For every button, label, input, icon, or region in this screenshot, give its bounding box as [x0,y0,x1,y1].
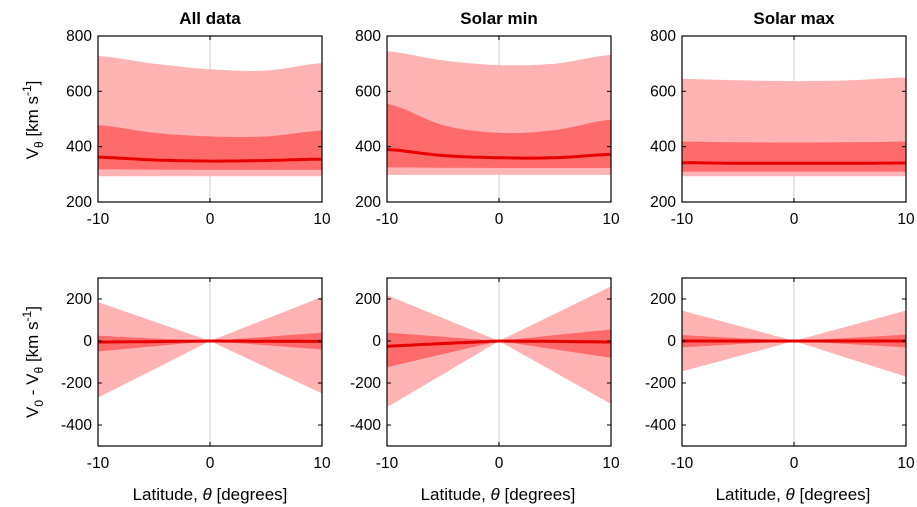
plot-area [682,36,906,202]
y-tick-label: 200 [650,194,676,211]
xlabel-right-start: Latitude, [716,485,786,504]
panel-bottom-right: -10 0 10 -400 -200 0 200 [645,277,915,472]
median-line [387,147,611,160]
inner-uncertainty-band [387,103,611,168]
x-tick-label: -10 [376,211,399,228]
y-tick-label: -400 [645,417,676,434]
x-tick-label: -10 [376,455,399,472]
panel-top-left: -10 0 10 200 400 600 800 All data [66,9,331,228]
outer-uncertainty-band [682,310,906,377]
y-tick-label: 800 [66,28,92,45]
median-line [98,339,322,344]
outer-uncertainty-band [98,296,322,398]
y-tick-label: 200 [66,194,92,211]
inner-uncertainty-band [682,141,906,172]
panel-top-middle: -10 0 10 200 400 600 800 Solar min [355,9,620,228]
y-tick-label: 800 [650,28,676,45]
x-tick-label: 0 [790,455,799,472]
x-tick-label: 10 [897,455,915,472]
bottom-ylabel-a-sub: 0 [32,400,46,407]
panel-top-right: -10 0 10 200 400 600 800 Solar max [650,9,915,228]
xlabel-middle-start: Latitude, [421,485,491,504]
x-tick-label: -10 [671,211,694,228]
top-ylabel-sub: θ [32,141,46,148]
x-tick-label: -10 [87,211,110,228]
y-tick-label: 0 [667,333,676,350]
y-tick-label: 600 [66,83,92,100]
y-tick-label: 200 [355,291,381,308]
y-tick-label: -200 [350,375,381,392]
y-tick-label: 0 [83,333,92,350]
y-tick-label: 600 [355,83,381,100]
xlabel-middle-theta: θ [491,485,501,504]
plot-area [682,278,906,446]
bottom-ylabel-end: ] [23,306,42,311]
xlabel-left-start: Latitude, [133,485,203,504]
top-ylabel-main: V [23,147,42,159]
y-tick-label: -400 [350,417,381,434]
x-tick-label: 10 [602,211,620,228]
xlabel-right-theta: θ [786,485,796,504]
xlabel-right: Latitude, θ [degrees] [716,485,871,504]
bottom-ylabel: V0 - Vθ [km s-1] [20,306,46,418]
top-ylabel-sup: -1 [20,85,34,96]
y-tick-label: 200 [66,291,92,308]
panel-title: Solar max [753,9,835,28]
y-tick-label: -400 [61,417,92,434]
plot-area [387,278,611,446]
x-tick-label: 10 [602,455,620,472]
y-tick-label: 800 [355,28,381,45]
y-tick-label: 0 [372,333,381,350]
median-line [682,161,906,165]
outer-uncertainty-band [387,286,611,408]
plot-area [387,36,611,202]
x-tick-label: 0 [495,211,504,228]
xlabel-left-theta: θ [203,485,213,504]
xlabel-right-end: [degrees] [795,485,871,504]
x-tick-label: -10 [671,455,694,472]
panel-title: All data [179,9,241,28]
xlabel-middle-end: [degrees] [500,485,576,504]
bottom-ylabel-b-sub: θ [32,366,46,373]
top-ylabel: Vθ [km s-1] [20,81,46,160]
bottom-ylabel-mid: - V [23,373,42,400]
y-tick-label: 400 [355,139,381,156]
x-tick-label: 10 [897,211,915,228]
inner-uncertainty-band [387,329,611,368]
top-ylabel-unit: [km s [23,96,42,141]
x-tick-label: 0 [206,211,215,228]
inner-uncertainty-band [98,332,322,352]
y-tick-label: -200 [645,375,676,392]
y-tick-label: 200 [650,291,676,308]
median-line [387,339,611,348]
median-line [98,155,322,163]
y-tick-label: 400 [66,139,92,156]
x-tick-label: 10 [313,211,331,228]
bottom-ylabel-unit: [km s [23,321,42,366]
plot-area [98,278,322,446]
y-tick-label: 400 [650,139,676,156]
xlabel-left-end: [degrees] [212,485,288,504]
top-ylabel-end: ] [23,81,42,86]
x-tick-label: 0 [790,211,799,228]
panel-bottom-left: -10 0 10 -400 -200 0 200 [61,277,331,472]
bottom-ylabel-sup: -1 [20,310,34,321]
y-tick-label: -200 [61,375,92,392]
panel-bottom-middle: -10 0 10 -400 -200 0 200 [350,277,620,472]
x-tick-label: 0 [495,455,504,472]
plot-area [98,36,322,202]
xlabel-middle: Latitude, θ [degrees] [421,485,576,504]
x-tick-label: -10 [87,455,110,472]
xlabel-left: Latitude, θ [degrees] [133,485,288,504]
x-tick-label: 0 [206,455,215,472]
y-tick-label: 600 [650,83,676,100]
panel-title: Solar min [460,9,537,28]
bottom-ylabel-a: V [23,406,42,418]
x-tick-label: 10 [313,455,331,472]
y-tick-label: 200 [355,194,381,211]
